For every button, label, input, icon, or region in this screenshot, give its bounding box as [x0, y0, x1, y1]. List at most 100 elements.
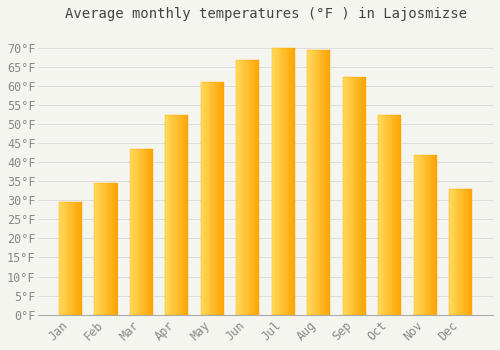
- Bar: [458, 189, 460, 315]
- Bar: [131, 149, 132, 315]
- Bar: [361, 77, 362, 315]
- Bar: [460, 189, 461, 315]
- Bar: [426, 155, 428, 315]
- Bar: [240, 60, 241, 315]
- Bar: [108, 183, 110, 315]
- Bar: [249, 60, 250, 315]
- Bar: [110, 183, 112, 315]
- Bar: [399, 115, 400, 315]
- Bar: [174, 115, 176, 315]
- Bar: [81, 202, 82, 315]
- Bar: [258, 60, 260, 315]
- Bar: [150, 149, 152, 315]
- Bar: [66, 202, 67, 315]
- Bar: [130, 149, 153, 315]
- Bar: [76, 202, 78, 315]
- Bar: [329, 50, 330, 315]
- Bar: [106, 183, 107, 315]
- Bar: [272, 48, 273, 315]
- Bar: [273, 48, 274, 315]
- Bar: [241, 60, 242, 315]
- Bar: [134, 149, 136, 315]
- Bar: [223, 82, 224, 315]
- Bar: [252, 60, 254, 315]
- Bar: [62, 202, 64, 315]
- Bar: [452, 189, 453, 315]
- Bar: [203, 82, 204, 315]
- Bar: [470, 189, 471, 315]
- Bar: [456, 189, 458, 315]
- Bar: [180, 115, 182, 315]
- Title: Average monthly temperatures (°F ) in Lajosmizse: Average monthly temperatures (°F ) in La…: [64, 7, 466, 21]
- Bar: [380, 115, 382, 315]
- Bar: [324, 50, 326, 315]
- Bar: [166, 115, 188, 315]
- Bar: [272, 48, 295, 315]
- Bar: [431, 155, 432, 315]
- Bar: [316, 50, 318, 315]
- Bar: [286, 48, 287, 315]
- Bar: [311, 50, 312, 315]
- Bar: [72, 202, 74, 315]
- Bar: [414, 155, 415, 315]
- Bar: [422, 155, 423, 315]
- Bar: [144, 149, 145, 315]
- Bar: [209, 82, 210, 315]
- Bar: [256, 60, 257, 315]
- Bar: [343, 77, 344, 315]
- Bar: [420, 155, 422, 315]
- Bar: [148, 149, 150, 315]
- Bar: [254, 60, 255, 315]
- Bar: [391, 115, 392, 315]
- Bar: [289, 48, 290, 315]
- Bar: [308, 50, 310, 315]
- Bar: [147, 149, 148, 315]
- Bar: [276, 48, 278, 315]
- Bar: [281, 48, 282, 315]
- Bar: [246, 60, 247, 315]
- Bar: [314, 50, 316, 315]
- Bar: [138, 149, 139, 315]
- Bar: [378, 115, 380, 315]
- Bar: [278, 48, 280, 315]
- Bar: [464, 189, 466, 315]
- Bar: [61, 202, 62, 315]
- Bar: [211, 82, 212, 315]
- Bar: [170, 115, 171, 315]
- Bar: [96, 183, 97, 315]
- Bar: [75, 202, 76, 315]
- Bar: [313, 50, 314, 315]
- Bar: [100, 183, 102, 315]
- Bar: [59, 202, 82, 315]
- Bar: [115, 183, 116, 315]
- Bar: [415, 155, 416, 315]
- Bar: [282, 48, 284, 315]
- Bar: [461, 189, 462, 315]
- Bar: [64, 202, 66, 315]
- Bar: [328, 50, 330, 315]
- Bar: [385, 115, 386, 315]
- Bar: [452, 189, 454, 315]
- Bar: [463, 189, 464, 315]
- Bar: [257, 60, 258, 315]
- Bar: [171, 115, 172, 315]
- Bar: [345, 77, 346, 315]
- Bar: [274, 48, 276, 315]
- Bar: [238, 60, 240, 315]
- Bar: [107, 183, 108, 315]
- Bar: [146, 149, 147, 315]
- Bar: [468, 189, 469, 315]
- Bar: [378, 115, 402, 315]
- Bar: [364, 77, 365, 315]
- Bar: [112, 183, 113, 315]
- Bar: [466, 189, 468, 315]
- Bar: [394, 115, 396, 315]
- Bar: [243, 60, 244, 315]
- Bar: [152, 149, 153, 315]
- Bar: [455, 189, 456, 315]
- Bar: [74, 202, 75, 315]
- Bar: [318, 50, 319, 315]
- Bar: [432, 155, 434, 315]
- Bar: [350, 77, 351, 315]
- Bar: [294, 48, 295, 315]
